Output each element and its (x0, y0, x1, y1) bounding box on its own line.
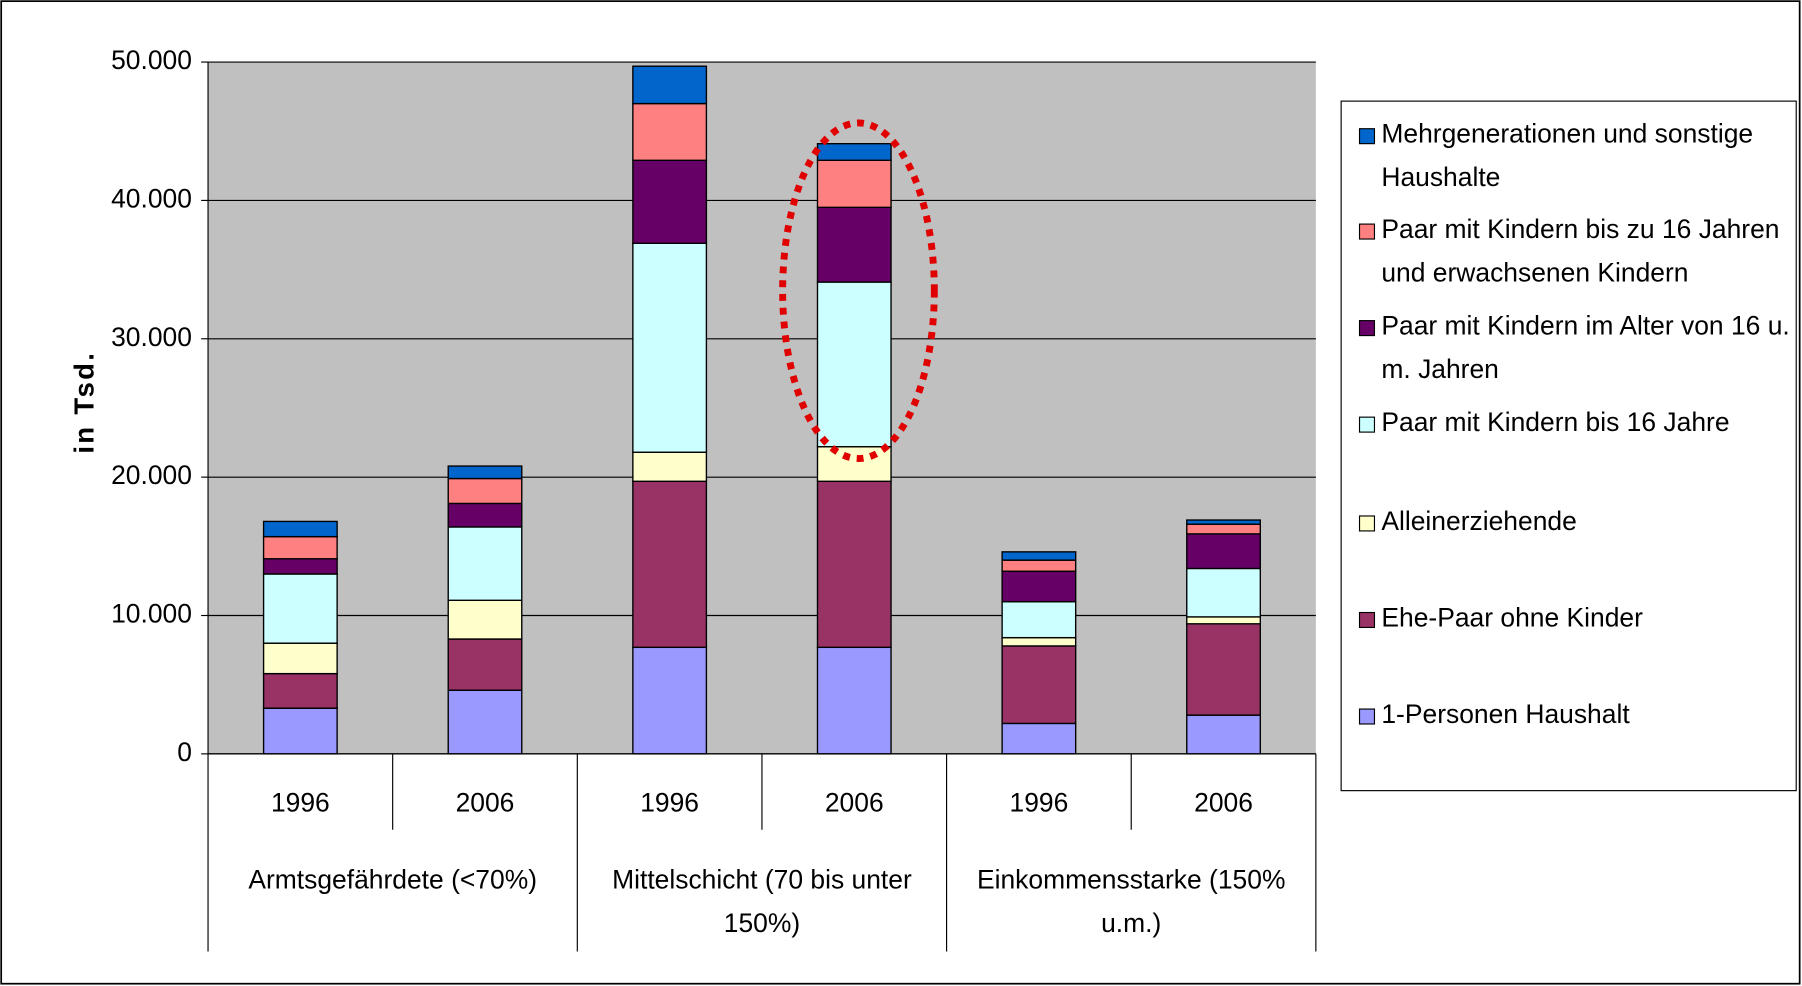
bar-segment (816, 281, 892, 448)
group-label: Einkommensstarke (150% u.m.) (976, 864, 1286, 938)
bar-segment (1186, 533, 1262, 570)
x-tick-label: 1996 (1010, 787, 1069, 817)
plot-area (208, 62, 1316, 754)
legend-label: Ehe-Paar ohne Kinder (1381, 602, 1643, 633)
x-tick-label: 1996 (271, 787, 330, 817)
bar-segment (447, 638, 523, 691)
legend-swatch (1358, 416, 1376, 433)
bar-segment (816, 480, 892, 649)
bar-segment (1001, 645, 1077, 725)
bar-segment (262, 642, 338, 675)
bar-segment (816, 446, 892, 482)
bar-segment (1001, 551, 1077, 561)
y-tick-label: 0 (177, 737, 192, 767)
bar-segment (632, 159, 708, 244)
bar-segment (262, 520, 338, 538)
legend-label: Paar mit Kindern bis zu 16 Jahren und er… (1381, 213, 1780, 288)
legend-label: Paar mit Kindern bis 16 Jahre (1381, 406, 1730, 437)
bar-segment (262, 707, 338, 755)
bar-segment (632, 242, 708, 453)
legend-label: Mehrgenerationen und sonstige Haushalte (1381, 118, 1754, 192)
bar-segment (447, 477, 523, 505)
y-tick-label: 10.000 (111, 598, 192, 628)
legend-label: Alleinerziehende (1381, 505, 1577, 536)
bar-segment (1186, 567, 1262, 618)
bar-segment (1186, 714, 1262, 755)
bar-segment (1001, 636, 1077, 647)
highlight-ellipse (779, 119, 938, 462)
bar-segment (632, 480, 708, 649)
bar-segment (447, 599, 523, 640)
legend-swatch (1358, 611, 1376, 629)
bar-segment (447, 465, 523, 480)
x-tick-label: 2006 (825, 787, 884, 817)
bar-segment (262, 573, 338, 644)
bar-segment (447, 526, 523, 601)
text-box: Einkommensstarke (150% u.m.) (976, 864, 1286, 938)
legend-swatch (1358, 708, 1376, 725)
text-box: Armtsgefährdete (<70%) (248, 864, 538, 895)
y-tick-label: 50.000 (111, 45, 192, 75)
y-tick-label: 40.000 (111, 183, 192, 213)
text-box: Mehrgenerationen und sonstige Haushalte (1381, 118, 1754, 192)
bar-segment (262, 535, 338, 560)
x-tick-label: 2006 (456, 787, 515, 817)
y-tick-label: 30.000 (111, 322, 192, 352)
text-box: Paar mit Kindern bis 16 Jahre (1381, 406, 1730, 437)
y-axis-title: in Tsd. (69, 351, 100, 454)
bar-segment (816, 646, 892, 755)
bar-segment (632, 102, 708, 161)
text-box: Mittelschicht (70 bis unter 150%) (612, 864, 912, 938)
legend-box (1340, 100, 1797, 792)
bar-segment (1186, 616, 1262, 625)
text-box: 1-Personen Haushalt (1381, 698, 1630, 729)
bar-segment (1001, 559, 1077, 572)
bar-segment (632, 451, 708, 482)
x-tick-label: 2006 (1194, 787, 1253, 817)
bar-segment (632, 65, 708, 105)
bar-segment (1186, 519, 1262, 525)
group-label: Armtsgefährdete (<70%) (248, 864, 538, 895)
x-tick-label: 1996 (640, 787, 699, 817)
legend-label: 1-Personen Haushalt (1381, 698, 1630, 729)
legend-swatch (1358, 320, 1376, 337)
bar-segment (816, 206, 892, 283)
bar-segment (262, 672, 338, 709)
text-box: Alleinerziehende (1381, 505, 1577, 536)
bar-segment (816, 159, 892, 209)
bar-segment (447, 689, 523, 755)
y-tick-label: 20.000 (111, 460, 192, 490)
legend-label: Paar mit Kindern im Alter von 16 u. m. J… (1381, 310, 1790, 384)
legend-swatch (1358, 515, 1376, 532)
bar-segment (262, 558, 338, 575)
bar-segment (1001, 722, 1077, 755)
legend-swatch (1358, 128, 1376, 145)
bar-segment (1001, 570, 1077, 603)
text-box: Ehe-Paar ohne Kinder (1381, 602, 1643, 633)
group-label: Mittelschicht (70 bis unter 150%) (612, 864, 912, 938)
bar-segment (632, 646, 708, 755)
text-box: Paar mit Kindern bis zu 16 Jahren und er… (1381, 213, 1780, 288)
bar-segment (1186, 623, 1262, 716)
legend-swatch (1358, 223, 1376, 240)
bar-segment (447, 502, 523, 528)
bar-segment (1001, 600, 1077, 639)
text-box: Paar mit Kindern im Alter von 16 u. m. J… (1381, 310, 1790, 384)
bar-segment (816, 142, 892, 161)
bar-segment (1186, 523, 1262, 535)
